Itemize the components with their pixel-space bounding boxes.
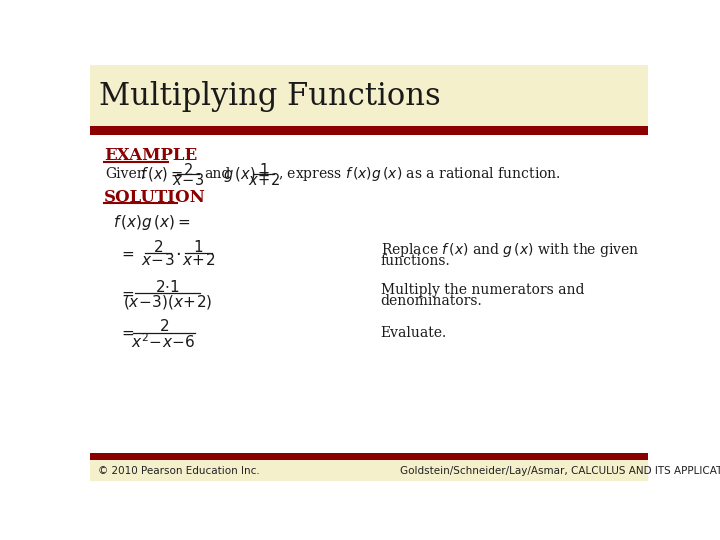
Bar xyxy=(90,460,648,481)
Text: and: and xyxy=(204,167,231,181)
Text: $2$: $2$ xyxy=(183,161,192,178)
Text: $1$: $1$ xyxy=(258,161,269,178)
Text: $f\,(x){=}$: $f\,(x){=}$ xyxy=(140,165,184,183)
Text: functions.: functions. xyxy=(381,254,451,268)
Text: $1$: $1$ xyxy=(194,239,204,255)
Text: Multiplying Functions: Multiplying Functions xyxy=(99,81,441,112)
Text: Given: Given xyxy=(106,167,146,181)
Text: $f\,(x)g\,(x) =$: $f\,(x)g\,(x) =$ xyxy=(113,213,192,232)
Text: denominators.: denominators. xyxy=(381,294,482,308)
Text: $x\!+\!2$: $x\!+\!2$ xyxy=(182,252,215,268)
Text: $2$: $2$ xyxy=(158,318,168,334)
Bar xyxy=(90,65,648,128)
Bar xyxy=(90,126,648,135)
Text: Goldstein/Schneider/Lay/Asmar, CALCULUS AND ITS APPLICATIONS, 12e – Slide 38 of : Goldstein/Schneider/Lay/Asmar, CALCULUS … xyxy=(400,465,720,476)
Text: $2{\cdot}1$: $2{\cdot}1$ xyxy=(155,279,180,294)
Bar xyxy=(90,453,648,460)
Text: Multiply the numerators and: Multiply the numerators and xyxy=(381,282,584,296)
Text: SOLUTION: SOLUTION xyxy=(104,189,206,206)
Text: $x\!+\!2$: $x\!+\!2$ xyxy=(248,172,279,187)
Text: Evaluate.: Evaluate. xyxy=(381,326,447,340)
Text: $=$: $=$ xyxy=(120,287,135,300)
Text: $=$: $=$ xyxy=(120,246,135,260)
Text: $\cdot$: $\cdot$ xyxy=(175,245,181,262)
Text: $2$: $2$ xyxy=(153,239,163,255)
Text: $g\,(x){=}$: $g\,(x){=}$ xyxy=(223,165,271,184)
Text: $x\!-\!3$: $x\!-\!3$ xyxy=(171,172,204,187)
Text: EXAMPLE: EXAMPLE xyxy=(104,147,197,164)
Text: © 2010 Pearson Education Inc.: © 2010 Pearson Education Inc. xyxy=(98,465,259,476)
Text: $x\!-\!3$: $x\!-\!3$ xyxy=(141,252,175,268)
Text: Replace $f\,(x)$ and $g\,(x)$ with the given: Replace $f\,(x)$ and $g\,(x)$ with the g… xyxy=(381,241,639,259)
Text: $(x\!-\!3)(x\!+\!2)$: $(x\!-\!3)(x\!+\!2)$ xyxy=(123,293,212,311)
Text: $x^{2}\!-\!x\!-\!6$: $x^{2}\!-\!x\!-\!6$ xyxy=(131,332,196,350)
Text: $=$: $=$ xyxy=(120,326,135,340)
Text: , express $f\,(x)g\,(x)$ as a rational function.: , express $f\,(x)g\,(x)$ as a rational f… xyxy=(279,165,561,183)
